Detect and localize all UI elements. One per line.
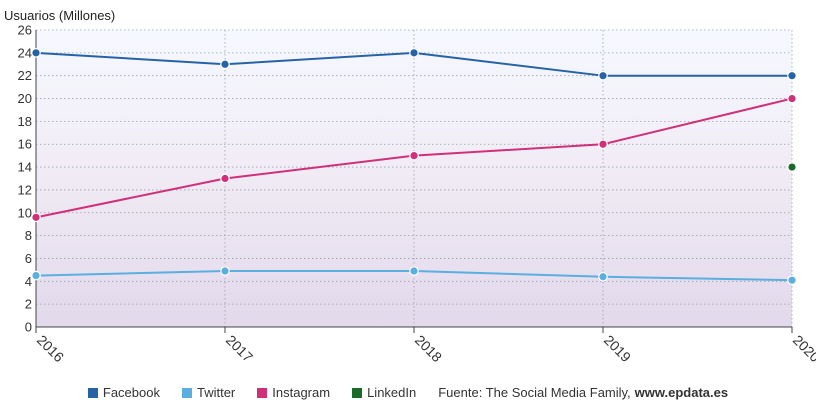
data-point-twitter-2016[interactable] bbox=[31, 270, 41, 281]
data-point-twitter-2017[interactable] bbox=[220, 266, 230, 276]
source-link[interactable]: www.epdata.es bbox=[634, 385, 729, 400]
y-tick-label: 14 bbox=[18, 160, 32, 175]
legend-item-linkedin[interactable]: LinkedIn bbox=[352, 385, 416, 400]
x-tick-label: 2020 bbox=[790, 332, 816, 365]
y-tick-label: 8 bbox=[25, 228, 32, 243]
y-tick-label: 18 bbox=[18, 114, 32, 129]
y-tick-label: 4 bbox=[25, 274, 32, 289]
y-tick-label: 10 bbox=[18, 205, 32, 220]
legend-label-twitter: Twitter bbox=[196, 385, 236, 400]
legend: Facebook Twitter Instagram LinkedIn Fuen… bbox=[0, 385, 816, 400]
data-point-instagram-2016[interactable] bbox=[31, 212, 41, 223]
y-tick-label: 22 bbox=[18, 68, 32, 83]
data-point-instagram-2018[interactable] bbox=[409, 150, 419, 161]
data-point-instagram-2019[interactable] bbox=[598, 139, 608, 150]
legend-label-instagram: Instagram bbox=[272, 385, 331, 400]
data-point-facebook-2019[interactable] bbox=[598, 70, 608, 81]
series-group bbox=[31, 48, 797, 285]
legend-label-facebook: Facebook bbox=[102, 385, 160, 400]
x-axis: 2016 2017 2018 2019 2020 bbox=[34, 326, 816, 365]
x-tick-label: 2018 bbox=[412, 332, 445, 365]
data-point-twitter-2019[interactable] bbox=[598, 271, 608, 282]
legend-swatch-twitter bbox=[181, 387, 192, 398]
y-tick-label: 12 bbox=[18, 182, 32, 197]
legend-swatch-linkedin bbox=[352, 387, 363, 398]
data-point-facebook-2018[interactable] bbox=[409, 48, 419, 58]
source-credit: Fuente: The Social Media Family, www.epd… bbox=[438, 385, 728, 400]
legend-label-linkedin: LinkedIn bbox=[367, 385, 417, 400]
legend-swatch-instagram bbox=[257, 387, 268, 398]
y-tick-label: 26 bbox=[18, 23, 32, 38]
data-point-instagram-2017[interactable] bbox=[220, 173, 230, 184]
legend-item-twitter[interactable]: Twitter bbox=[181, 385, 236, 400]
y-tick-label: 0 bbox=[25, 320, 32, 335]
y-tick-label: 6 bbox=[25, 251, 32, 266]
data-point-twitter-2018[interactable] bbox=[409, 266, 419, 276]
legend-swatch-facebook bbox=[87, 387, 98, 398]
y-tick-label: 20 bbox=[18, 91, 32, 106]
data-point-facebook-2017[interactable] bbox=[220, 59, 230, 70]
data-point-linkedin-2020[interactable] bbox=[787, 162, 797, 172]
data-point-instagram-2020[interactable] bbox=[787, 93, 797, 104]
data-point-twitter-2020[interactable] bbox=[787, 275, 797, 285]
y-tick-label: 24 bbox=[18, 45, 32, 60]
y-tick-label: 16 bbox=[18, 137, 32, 152]
legend-item-facebook[interactable]: Facebook bbox=[87, 385, 160, 400]
x-tick-label: 2019 bbox=[601, 332, 634, 365]
x-tick-label: 2017 bbox=[223, 332, 256, 365]
y-axis-title: Usuarios (Millones) bbox=[4, 8, 115, 23]
y-tick-label: 2 bbox=[25, 297, 32, 312]
data-point-facebook-2020[interactable] bbox=[787, 70, 797, 81]
legend-item-instagram[interactable]: Instagram bbox=[257, 385, 330, 400]
x-tick-label: 2016 bbox=[34, 332, 67, 365]
data-point-facebook-2016[interactable] bbox=[31, 48, 41, 58]
source-text: Fuente: The Social Media Family, bbox=[438, 385, 631, 400]
